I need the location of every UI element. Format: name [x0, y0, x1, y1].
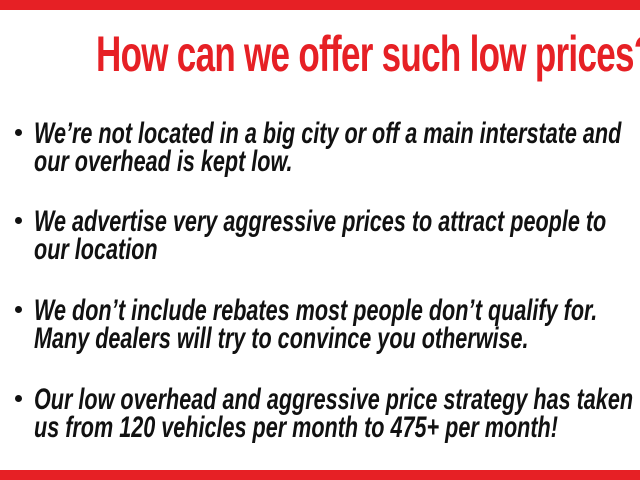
bullet-line: our overhead is kept low. — [34, 145, 293, 178]
bottom-red-bar — [0, 470, 640, 480]
bullet-line: Our low overhead and aggressive price st… — [34, 383, 634, 416]
bullet-line: We don’t include rebates most people don… — [34, 294, 598, 327]
bullet-text: Our low overhead and aggressive price st… — [34, 383, 634, 444]
bullet-line: Many dealers will try to convince you ot… — [34, 322, 529, 355]
top-red-bar — [0, 0, 640, 10]
bullet-text: We advertise very aggressive prices to a… — [34, 205, 607, 266]
bullet-line: We’re not located in a big city or off a… — [34, 117, 622, 150]
bullet-icon — [15, 129, 22, 136]
bullet-line: us from 120 vehicles per month to 475+ p… — [34, 411, 558, 444]
bullet-text: We don’t include rebates most people don… — [34, 294, 598, 355]
bullet-line: our location — [34, 233, 158, 266]
bullet-icon — [15, 306, 22, 313]
bullet-icon — [15, 395, 22, 402]
bullet-icon — [15, 217, 22, 224]
bullet-text: We’re not located in a big city or off a… — [34, 117, 622, 178]
bullet-line: We advertise very aggressive prices to a… — [34, 205, 607, 238]
